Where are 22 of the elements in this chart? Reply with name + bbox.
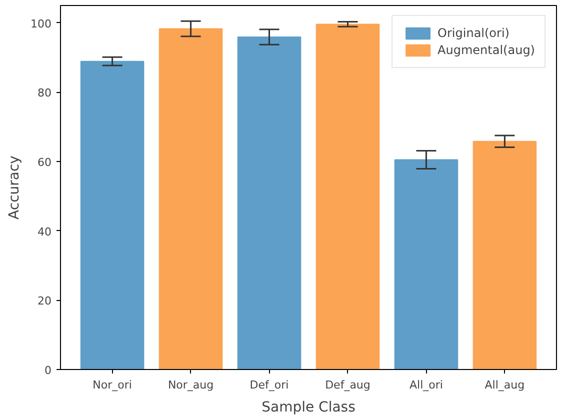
- y-axis-title: Accuracy: [6, 156, 23, 220]
- legend-label: Augmental(aug): [438, 43, 535, 57]
- y-tick-label: 100: [30, 17, 52, 30]
- y-tick-label: 0: [44, 364, 52, 377]
- x-tick-label: Nor_ori: [92, 378, 132, 392]
- bar: [472, 140, 537, 370]
- x-tick-label: Nor_aug: [168, 378, 214, 392]
- x-tick-label: Def_ori: [250, 378, 289, 392]
- bar: [80, 60, 144, 370]
- x-tick-label: All_aug: [484, 378, 525, 392]
- y-tick-label: 80: [38, 86, 52, 100]
- x-tick-label: All_ori: [410, 378, 443, 392]
- y-tick-label: 20: [38, 294, 52, 308]
- bar: [394, 159, 458, 370]
- x-axis-title: Sample Class: [262, 400, 356, 416]
- bar: [316, 24, 380, 370]
- bar: [237, 36, 302, 370]
- bar: [158, 28, 223, 370]
- x-tick-label: Def_aug: [325, 378, 370, 392]
- y-tick-label: 60: [38, 156, 52, 169]
- y-tick-label: 40: [38, 225, 52, 238]
- legend-label: Original(ori): [438, 26, 510, 40]
